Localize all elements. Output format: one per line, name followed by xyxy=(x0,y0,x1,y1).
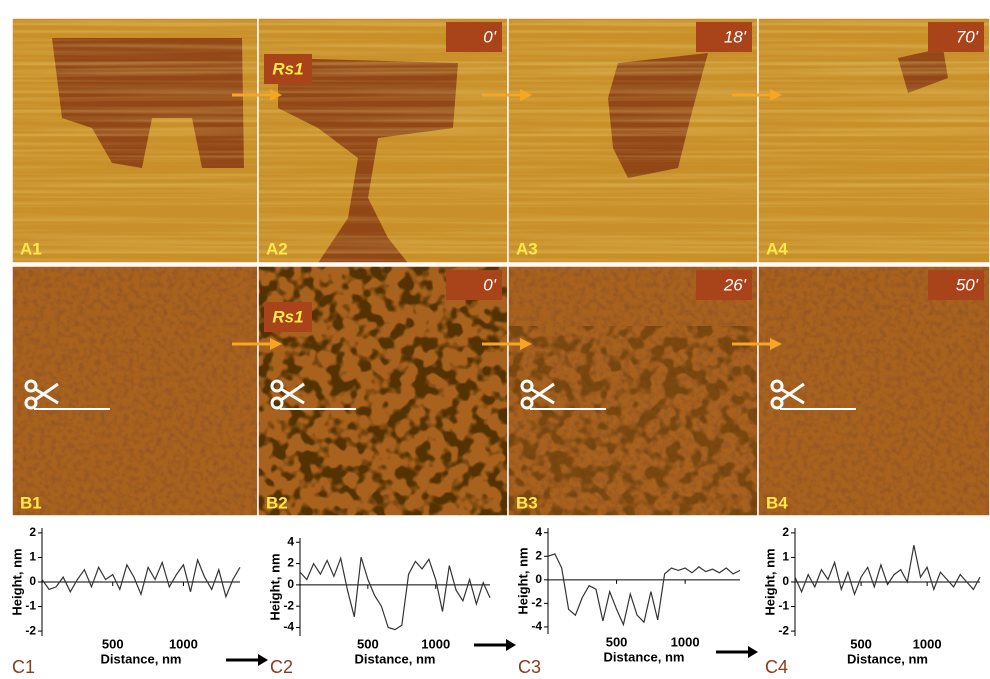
texture xyxy=(758,18,990,263)
panel-label: C2 xyxy=(270,657,293,677)
reagent-label: Rs1 xyxy=(272,59,303,78)
time-label: 0' xyxy=(483,275,496,294)
texture xyxy=(508,326,758,516)
panel-label: A1 xyxy=(20,239,42,258)
y-tick-label: -2 xyxy=(283,598,294,612)
arrow-head xyxy=(506,639,516,651)
arrow-head xyxy=(258,654,268,666)
x-tick-label: 500 xyxy=(357,636,379,651)
y-tick-label: 2 xyxy=(287,556,294,570)
y-tick-label: -1 xyxy=(778,599,789,613)
afm-image-a: A4 70' xyxy=(758,18,990,263)
y-tick-label: 0 xyxy=(535,572,542,586)
time-label: 0' xyxy=(483,27,496,46)
time-label: 18' xyxy=(724,27,747,46)
panel-label: C4 xyxy=(765,657,788,677)
x-tick-label: 1000 xyxy=(169,636,198,651)
profile-line xyxy=(548,554,740,625)
panel-label: B2 xyxy=(266,493,288,512)
panel-label: A3 xyxy=(516,239,538,258)
afm-image-b: B3 26' xyxy=(508,266,758,516)
x-axis-label: Distance, nm xyxy=(101,651,182,666)
panel-label: B1 xyxy=(20,493,42,512)
y-tick-label: 2 xyxy=(535,548,542,562)
y-tick-label: 1 xyxy=(782,550,789,564)
afm-image-a: A1 xyxy=(12,18,258,263)
arrow-head xyxy=(748,646,758,658)
afm-image-a: A2 0' Rs1 xyxy=(258,18,508,263)
x-tick-label: 500 xyxy=(850,636,872,651)
y-tick-label: 4 xyxy=(535,525,542,539)
afm-image-b: B2 0' Rs1 xyxy=(258,266,508,516)
x-tick-label: 1000 xyxy=(421,636,450,651)
panel-label: A2 xyxy=(266,239,288,258)
y-tick-label: -1 xyxy=(25,599,36,613)
texture xyxy=(508,18,758,263)
x-tick-label: 500 xyxy=(102,636,124,651)
figure: A1 B1 A2 0' Rs1 B2 0' Rs1 A3 18' B3 26' A4 70' B4 50' 2 1… xyxy=(0,0,990,679)
afm-image-a: A3 18' xyxy=(508,18,758,263)
x-axis-label: Distance, nm xyxy=(847,651,928,666)
y-tick-label: -2 xyxy=(531,596,542,610)
panel-label: A4 xyxy=(766,239,788,258)
x-tick-label: 500 xyxy=(606,634,628,649)
profile-line xyxy=(42,560,240,597)
x-tick-label: 1000 xyxy=(913,636,942,651)
panel-label: C1 xyxy=(12,657,35,677)
x-axis-label: Distance, nm xyxy=(604,649,685,664)
y-tick-label: 1 xyxy=(29,550,36,564)
panel-label: B4 xyxy=(766,493,788,512)
time-label: 70' xyxy=(956,27,979,46)
profile-line xyxy=(795,545,980,594)
y-axis-label: Height, nm xyxy=(267,553,282,620)
y-tick-label: 2 xyxy=(782,525,789,539)
y-tick-label: -2 xyxy=(25,623,36,637)
y-tick-label: 0 xyxy=(29,574,36,588)
y-axis-label: Height, nm xyxy=(9,548,24,615)
y-axis-label: Height, nm xyxy=(762,548,777,615)
y-tick-label: 2 xyxy=(29,525,36,539)
panel-label: B3 xyxy=(516,493,538,512)
time-label: 26' xyxy=(723,275,747,294)
y-tick-label: 4 xyxy=(287,534,294,548)
y-tick-label: -4 xyxy=(531,619,542,633)
page: A1 B1 A2 0' Rs1 B2 0' Rs1 A3 18' B3 26' A4 70' B4 50' 2 1… xyxy=(0,0,990,679)
x-tick-label: 1000 xyxy=(671,634,700,649)
y-tick-label: -4 xyxy=(283,620,294,634)
afm-image-b: B1 xyxy=(12,266,258,516)
reagent-label: Rs1 xyxy=(272,307,303,326)
profile-line xyxy=(300,557,490,629)
time-label: 50' xyxy=(956,275,979,294)
y-tick-label: 0 xyxy=(287,577,294,591)
y-tick-label: 0 xyxy=(782,574,789,588)
texture xyxy=(12,18,258,263)
y-axis-label: Height, nm xyxy=(515,547,530,614)
panel-label: C3 xyxy=(518,657,541,677)
x-axis-label: Distance, nm xyxy=(355,651,436,666)
panels: A1 B1 A2 0' Rs1 B2 0' Rs1 A3 18' B3 26' A4 70' B4 50' 2 1… xyxy=(9,18,990,677)
y-tick-label: -2 xyxy=(778,623,789,637)
afm-image-b: B4 50' xyxy=(758,266,990,516)
